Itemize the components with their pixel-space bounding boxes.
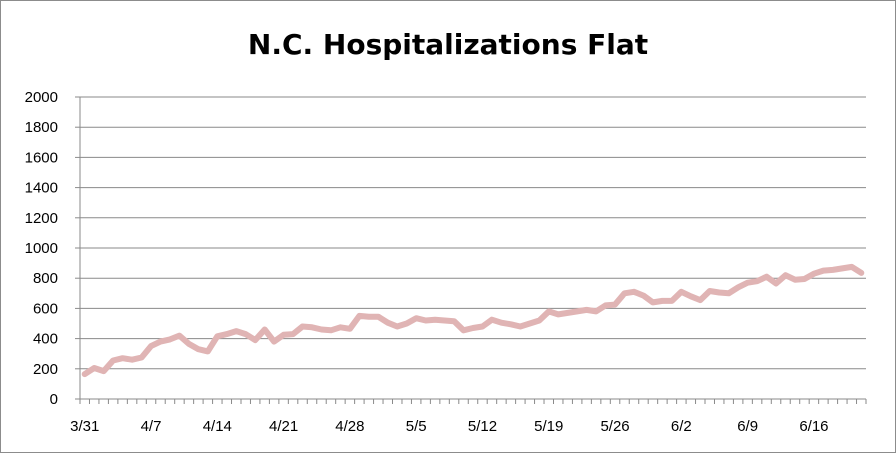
y-tick-label: 1000: [25, 240, 58, 257]
y-tick-label: 400: [33, 331, 58, 348]
x-tick-label: 4/14: [203, 418, 232, 435]
y-tick-label: 600: [33, 300, 58, 317]
y-tick-label: 2000: [25, 89, 58, 106]
y-tick-label: 200: [33, 361, 58, 378]
x-tick-label: 4/7: [141, 418, 162, 435]
y-tick-label: 1400: [25, 180, 58, 197]
x-tick-label: 5/5: [406, 418, 427, 435]
series-line: [81, 263, 865, 378]
x-tick-label: 6/16: [799, 418, 828, 435]
gridlines: [80, 96, 866, 370]
x-tick-label: 3/31: [70, 418, 99, 435]
x-tick-label: 5/26: [600, 418, 629, 435]
x-tick-label: 6/9: [737, 418, 758, 435]
chart-title: N.C. Hospitalizations Flat: [247, 28, 649, 61]
y-tick-label: 1200: [25, 210, 58, 227]
x-tick-label: 4/21: [269, 418, 298, 435]
y-tick-label: 0: [50, 391, 58, 408]
x-tick-labels: 3/31 4/7 4/14 4/21 4/28 5/5 5/12 5/19 5/26 6/2 6/9…: [70, 418, 828, 435]
y-tick-label: 1800: [25, 119, 58, 136]
x-tick-label: 6/2: [671, 418, 692, 435]
y-tick-labels: 0 200 400 600 800 1000 1200 1400 1600 1800 2000: [25, 89, 58, 408]
series-layer: [81, 263, 865, 378]
x-tick-label: 5/19: [534, 418, 563, 435]
y-tick-label: 1600: [25, 149, 58, 166]
axes: [75, 96, 867, 404]
x-tick-label: 4/28: [335, 418, 364, 435]
x-tick-label: 5/12: [468, 418, 497, 435]
y-tick-label: 800: [33, 270, 58, 287]
